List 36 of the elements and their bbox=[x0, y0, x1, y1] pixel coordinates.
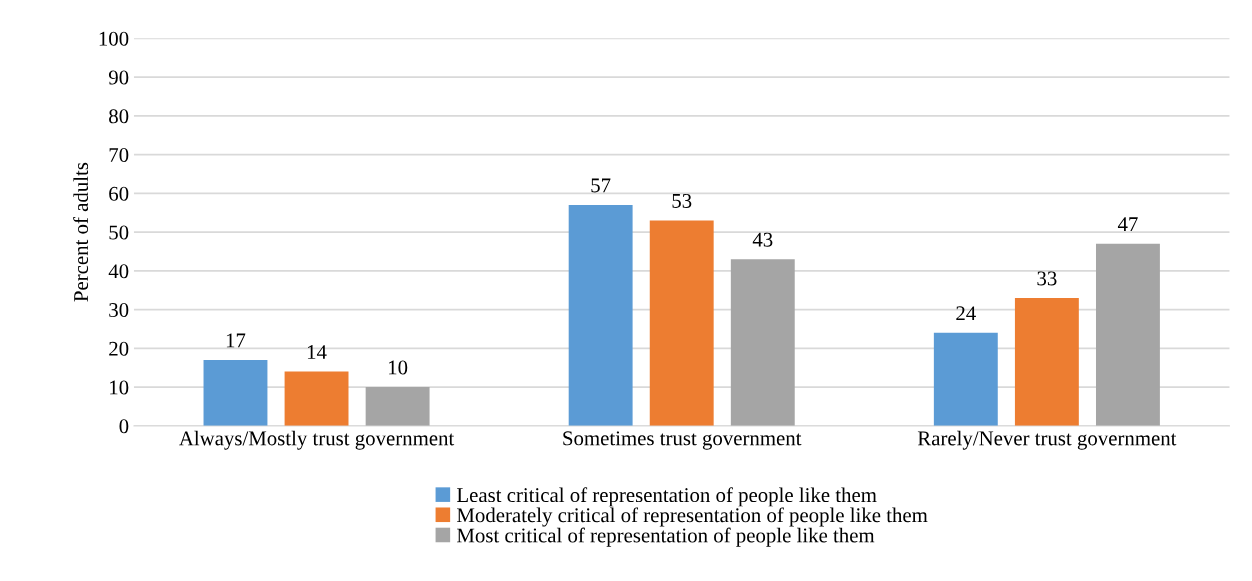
bar bbox=[284, 371, 349, 426]
legend-label: Least critical of representation of people like them bbox=[457, 487, 877, 507]
y-tick-label: 80 bbox=[109, 109, 129, 124]
y-tick-label: 60 bbox=[109, 186, 129, 201]
data-label: 43 bbox=[752, 232, 773, 247]
x-tick-label: Sometimes trust government bbox=[563, 431, 802, 450]
data-label: 17 bbox=[226, 333, 246, 348]
y-tick-label: 30 bbox=[109, 302, 129, 318]
data-label: 33 bbox=[1037, 271, 1057, 286]
legend-label: Most critical of representation of people like them bbox=[457, 527, 875, 547]
y-tick-label: 10 bbox=[110, 380, 129, 395]
y-tick-label: 40 bbox=[108, 264, 129, 279]
y-axis-title: Percent of adults bbox=[73, 162, 89, 302]
bar bbox=[649, 220, 714, 426]
y-tick-label: 20 bbox=[109, 341, 129, 356]
data-label: 57 bbox=[591, 178, 611, 193]
y-tick-label: 90 bbox=[108, 70, 129, 85]
bar bbox=[1096, 243, 1160, 426]
data-label: 53 bbox=[672, 193, 692, 208]
bar bbox=[203, 359, 268, 426]
y-tick-label: 0 bbox=[119, 419, 129, 434]
bar bbox=[730, 259, 795, 426]
y-tick-label: 70 bbox=[109, 147, 129, 163]
bar bbox=[1014, 297, 1079, 426]
data-label: 10 bbox=[389, 360, 408, 375]
data-label: 14 bbox=[307, 345, 327, 359]
bar bbox=[568, 204, 633, 426]
bar bbox=[933, 332, 998, 426]
bar bbox=[365, 387, 430, 426]
legend-label: Moderately critical of representation of people like them bbox=[457, 507, 928, 527]
y-tick-label: 50 bbox=[109, 225, 129, 240]
y-tick-label: 100 bbox=[99, 31, 129, 46]
data-label: 24 bbox=[956, 306, 976, 321]
x-tick-label: Always/Mostly trust government bbox=[179, 430, 455, 450]
data-label: 47 bbox=[1117, 217, 1138, 231]
x-tick-label: Rarely/Never trust government bbox=[917, 430, 1177, 450]
